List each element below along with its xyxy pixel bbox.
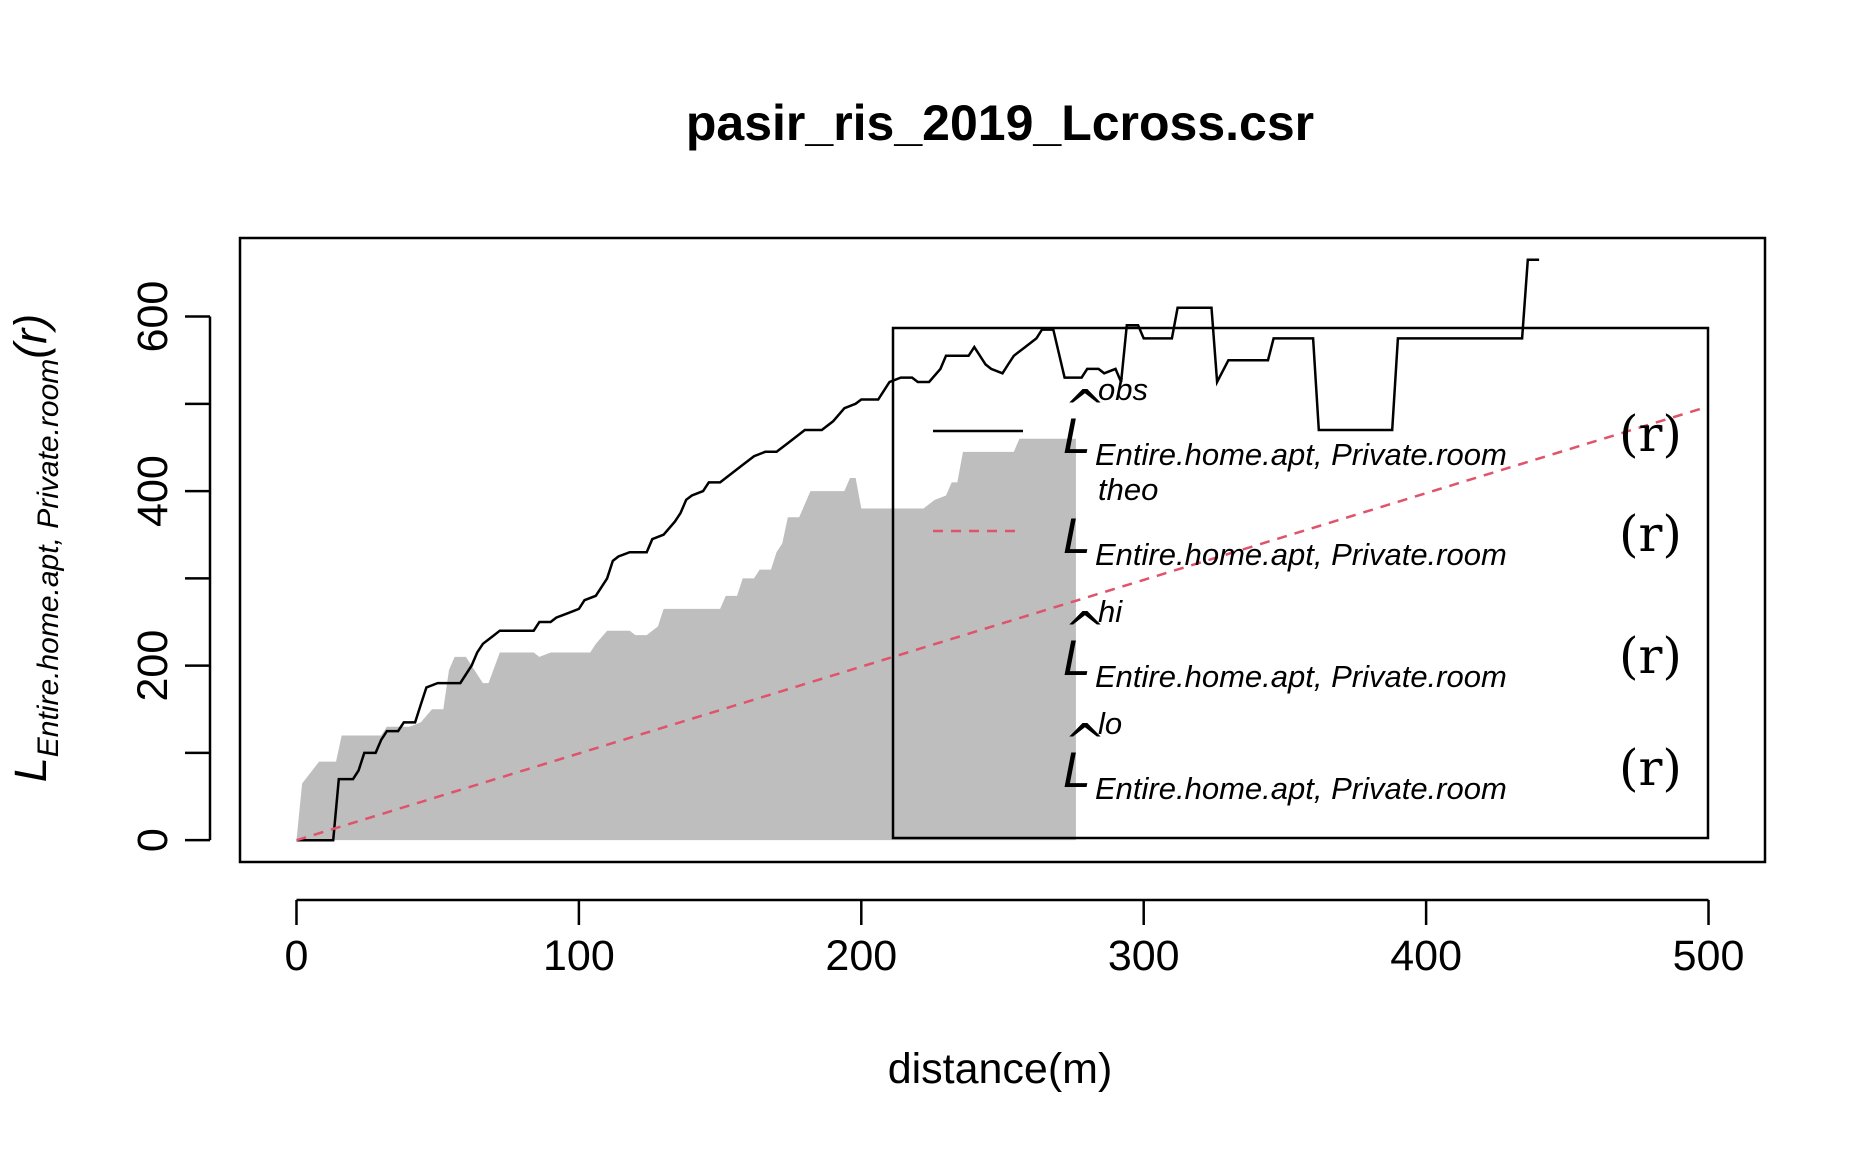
legend-symbol: L xyxy=(1063,408,1091,464)
legend-symbol: L xyxy=(1063,630,1091,686)
legend-item-obs: L^obs Entire.home.apt, Private.room (r) xyxy=(933,372,1682,472)
legend-hat: ^ xyxy=(1064,713,1106,771)
y-axis-label-sub: Entire.home.apt, Private.room xyxy=(32,359,65,758)
legend-subscript: Entire.home.apt, Private.room xyxy=(1095,537,1507,572)
legend-subscript: Entire.home.apt, Private.room xyxy=(1095,659,1507,694)
x-axis: 0 100 200 300 400 500 xyxy=(285,898,1745,980)
legend-superscript: lo xyxy=(1098,706,1122,741)
series-envelope-area xyxy=(296,438,1076,841)
legend-superscript: hi xyxy=(1098,594,1123,629)
x-axis-label: distance(m) xyxy=(888,1045,1113,1093)
legend-subscript: Entire.home.apt, Private.room xyxy=(1095,771,1507,806)
y-axis: 0 200 400 600 xyxy=(129,281,212,852)
x-tick-label: 400 xyxy=(1390,932,1462,980)
legend-superscript: obs xyxy=(1098,372,1148,407)
x-tick-label: 500 xyxy=(1673,932,1745,980)
legend-argument: (r) xyxy=(1619,739,1682,797)
chart-title: pasir_ris_2019_Lcross.csr xyxy=(686,95,1314,151)
x-tick-label: 300 xyxy=(1108,932,1180,980)
y-tick-label: 400 xyxy=(129,455,177,527)
legend-hat: ^ xyxy=(1064,379,1106,437)
svg-text:LEntire.home.apt, Private.room: LEntire.home.apt, Private.room(r) xyxy=(5,314,65,783)
plot-frame xyxy=(238,236,1767,864)
legend-subscript: Entire.home.apt, Private.room xyxy=(1095,437,1507,472)
series-line-obs xyxy=(296,258,1540,842)
x-tick-label: 200 xyxy=(825,932,897,980)
y-axis-label-arg: (r) xyxy=(5,314,56,359)
y-tick-label: 600 xyxy=(129,281,177,353)
y-tick-label: 200 xyxy=(129,630,177,702)
series-line-theo xyxy=(296,405,1709,842)
legend-item-hi: L^hi Entire.home.apt, Private.room (r) xyxy=(1063,594,1682,694)
x-tick-label: 0 xyxy=(285,932,309,980)
legend-argument: (r) xyxy=(1619,405,1682,463)
legend-superscript: theo xyxy=(1098,472,1158,507)
legend-hat: ^ xyxy=(1064,601,1106,659)
y-axis-label-main: L xyxy=(5,757,56,782)
x-tick-label: 100 xyxy=(543,932,615,980)
legend-box xyxy=(891,326,1710,840)
legend-item-lo: L^lo Entire.home.apt, Private.room (r) xyxy=(1063,706,1682,806)
plot-area xyxy=(296,258,1709,842)
legend-symbol: L xyxy=(1063,508,1091,564)
legend-argument: (r) xyxy=(1619,505,1682,563)
legend-symbol: L xyxy=(1063,742,1091,798)
y-axis-label: LEntire.home.apt, Private.room(r) xyxy=(5,314,65,783)
y-tick-label: 0 xyxy=(129,828,177,852)
legend-argument: (r) xyxy=(1619,627,1682,685)
